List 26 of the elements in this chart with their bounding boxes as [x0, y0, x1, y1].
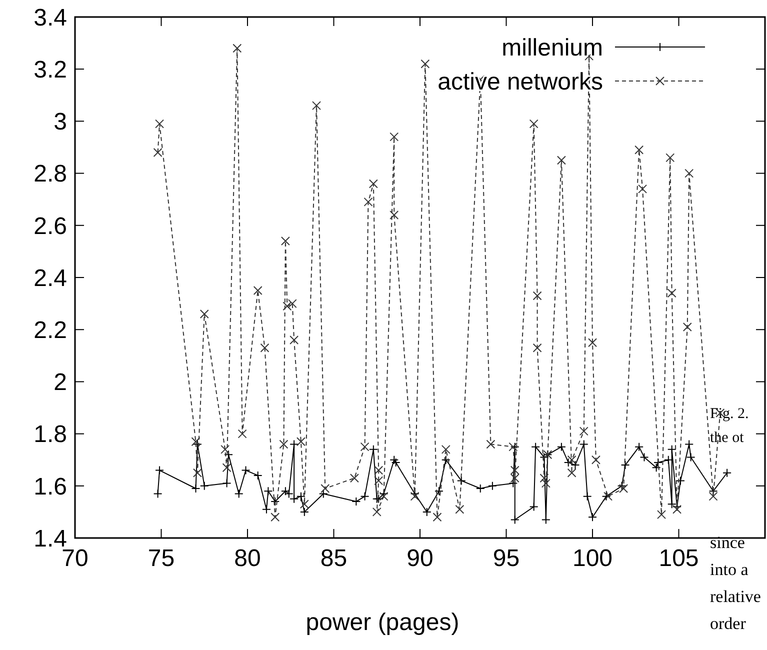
y-tick-label: 2.2 — [34, 317, 67, 344]
annotation: the ot — [710, 430, 745, 446]
y-tick-label: 2.4 — [34, 264, 67, 292]
y-tick-label: 1.8 — [34, 421, 67, 448]
x-tick-label: 90 — [406, 545, 434, 572]
legend-label: millenium — [502, 34, 603, 62]
y-tick-label: 3 — [54, 108, 67, 136]
y-tick-label: 2.6 — [34, 212, 67, 240]
y-tick-label: 1.6 — [34, 473, 67, 500]
x-tick-label: 100 — [572, 545, 613, 572]
y-tick-label: 2.8 — [34, 160, 67, 188]
y-tick-label: 3.4 — [34, 4, 67, 32]
x-tick-label: 105 — [658, 545, 699, 572]
x-tick-label: 85 — [320, 545, 348, 572]
y-tick-label: 3.2 — [34, 56, 67, 84]
x-tick-label: 75 — [148, 545, 175, 572]
annotation: since — [710, 533, 745, 552]
y-tick-label: 2 — [54, 369, 67, 396]
text: relative — [710, 587, 761, 606]
text: order — [710, 614, 746, 633]
x-tick-label: 95 — [492, 545, 520, 572]
x-tick-label: 70 — [62, 545, 88, 572]
x-axis-title: power (pages) — [306, 609, 460, 636]
text: into a — [710, 560, 749, 579]
annotation: Fig. 2. — [710, 406, 749, 422]
x-tick-label: 80 — [234, 545, 261, 572]
